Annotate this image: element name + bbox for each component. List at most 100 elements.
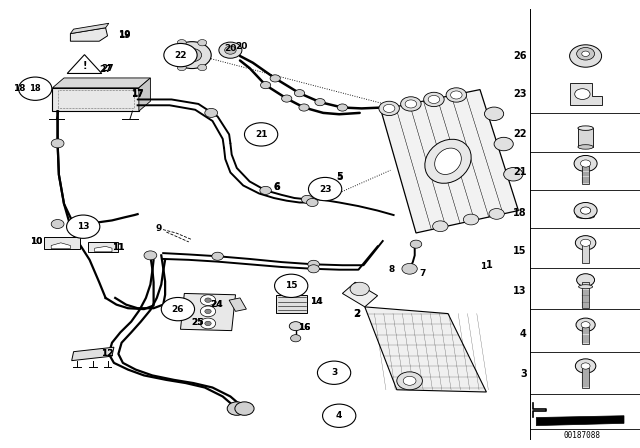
Polygon shape: [139, 78, 150, 111]
Circle shape: [200, 295, 216, 306]
Circle shape: [205, 108, 218, 117]
Polygon shape: [180, 293, 236, 331]
Text: 1: 1: [486, 260, 493, 270]
Text: 18: 18: [513, 208, 527, 218]
Circle shape: [577, 47, 595, 60]
Circle shape: [77, 220, 90, 229]
Circle shape: [397, 372, 422, 390]
Bar: [58, 90, 134, 108]
Text: 9: 9: [156, 224, 161, 233]
Text: 20: 20: [224, 44, 237, 53]
Text: 4: 4: [336, 411, 342, 420]
Circle shape: [19, 77, 52, 100]
Circle shape: [463, 214, 479, 225]
Ellipse shape: [577, 214, 595, 219]
Text: 6: 6: [273, 183, 280, 192]
Polygon shape: [44, 237, 80, 249]
Bar: [582, 282, 589, 308]
Text: 20: 20: [236, 42, 248, 51]
Polygon shape: [52, 78, 150, 88]
Circle shape: [446, 88, 467, 102]
Text: 00187088: 00187088: [564, 431, 601, 440]
Polygon shape: [67, 55, 102, 73]
Circle shape: [299, 104, 309, 111]
Ellipse shape: [425, 139, 471, 183]
Polygon shape: [536, 416, 624, 426]
Circle shape: [494, 137, 513, 151]
Text: 14: 14: [310, 297, 323, 306]
Circle shape: [270, 75, 280, 82]
Circle shape: [308, 265, 319, 273]
Circle shape: [576, 318, 595, 332]
Bar: [582, 327, 589, 344]
Circle shape: [433, 221, 448, 232]
Text: 19: 19: [118, 31, 131, 40]
Circle shape: [205, 321, 211, 326]
Polygon shape: [342, 282, 378, 307]
Circle shape: [51, 139, 64, 148]
Circle shape: [504, 168, 523, 181]
Ellipse shape: [435, 148, 461, 174]
Text: 25: 25: [191, 318, 204, 327]
Text: 16: 16: [298, 323, 310, 332]
Circle shape: [205, 298, 211, 302]
Polygon shape: [570, 83, 602, 105]
Text: 21: 21: [255, 130, 268, 139]
Text: 12: 12: [101, 349, 114, 358]
Text: 13: 13: [513, 286, 527, 296]
Circle shape: [403, 376, 416, 385]
Text: 9: 9: [156, 224, 162, 233]
Circle shape: [315, 99, 325, 106]
Circle shape: [484, 107, 504, 121]
Text: 24: 24: [210, 300, 223, 309]
Circle shape: [337, 104, 348, 111]
Text: 19: 19: [118, 30, 131, 39]
Circle shape: [308, 260, 319, 268]
Circle shape: [200, 318, 216, 329]
Polygon shape: [51, 243, 70, 249]
Text: 2: 2: [354, 309, 360, 319]
Bar: [276, 295, 307, 313]
Circle shape: [405, 100, 417, 108]
Circle shape: [225, 46, 236, 54]
Circle shape: [244, 123, 278, 146]
Circle shape: [212, 252, 223, 260]
Circle shape: [235, 402, 254, 415]
Circle shape: [161, 297, 195, 321]
Ellipse shape: [578, 145, 593, 149]
Text: 5: 5: [336, 172, 342, 181]
Circle shape: [260, 186, 271, 194]
Text: 2: 2: [354, 309, 360, 318]
Circle shape: [301, 195, 313, 203]
Circle shape: [575, 89, 590, 99]
Circle shape: [489, 209, 504, 220]
Text: 22: 22: [174, 51, 187, 60]
Text: 21: 21: [513, 168, 527, 177]
Circle shape: [577, 274, 595, 286]
Ellipse shape: [578, 126, 593, 130]
Circle shape: [582, 51, 589, 56]
Text: 23: 23: [513, 89, 527, 99]
Circle shape: [289, 322, 302, 331]
Circle shape: [205, 309, 211, 314]
Circle shape: [227, 402, 246, 415]
Polygon shape: [229, 298, 246, 311]
Circle shape: [575, 359, 596, 373]
Polygon shape: [381, 90, 518, 233]
Circle shape: [200, 306, 216, 317]
Bar: [52, 88, 139, 111]
Circle shape: [219, 42, 242, 58]
Text: 11: 11: [112, 243, 125, 252]
Circle shape: [182, 48, 202, 62]
Circle shape: [402, 263, 417, 274]
Circle shape: [581, 363, 590, 369]
Circle shape: [308, 177, 342, 201]
Polygon shape: [88, 242, 118, 252]
Text: 23: 23: [319, 185, 332, 194]
Circle shape: [323, 404, 356, 427]
Text: 25: 25: [191, 318, 204, 327]
Text: 18: 18: [29, 84, 41, 93]
Text: 7: 7: [419, 269, 426, 278]
Text: 10: 10: [30, 237, 43, 246]
Text: 17: 17: [131, 89, 144, 98]
